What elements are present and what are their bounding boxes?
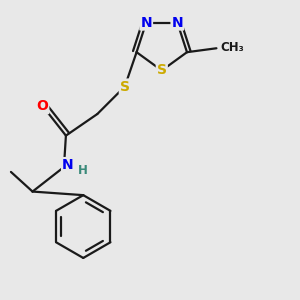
Text: H: H	[78, 164, 88, 177]
Text: CH₃: CH₃	[220, 41, 244, 54]
Text: S: S	[120, 80, 130, 94]
Text: N: N	[140, 16, 152, 30]
Text: S: S	[157, 64, 167, 77]
Text: N: N	[62, 158, 74, 172]
Text: O: O	[36, 99, 48, 113]
Text: N: N	[172, 16, 183, 30]
